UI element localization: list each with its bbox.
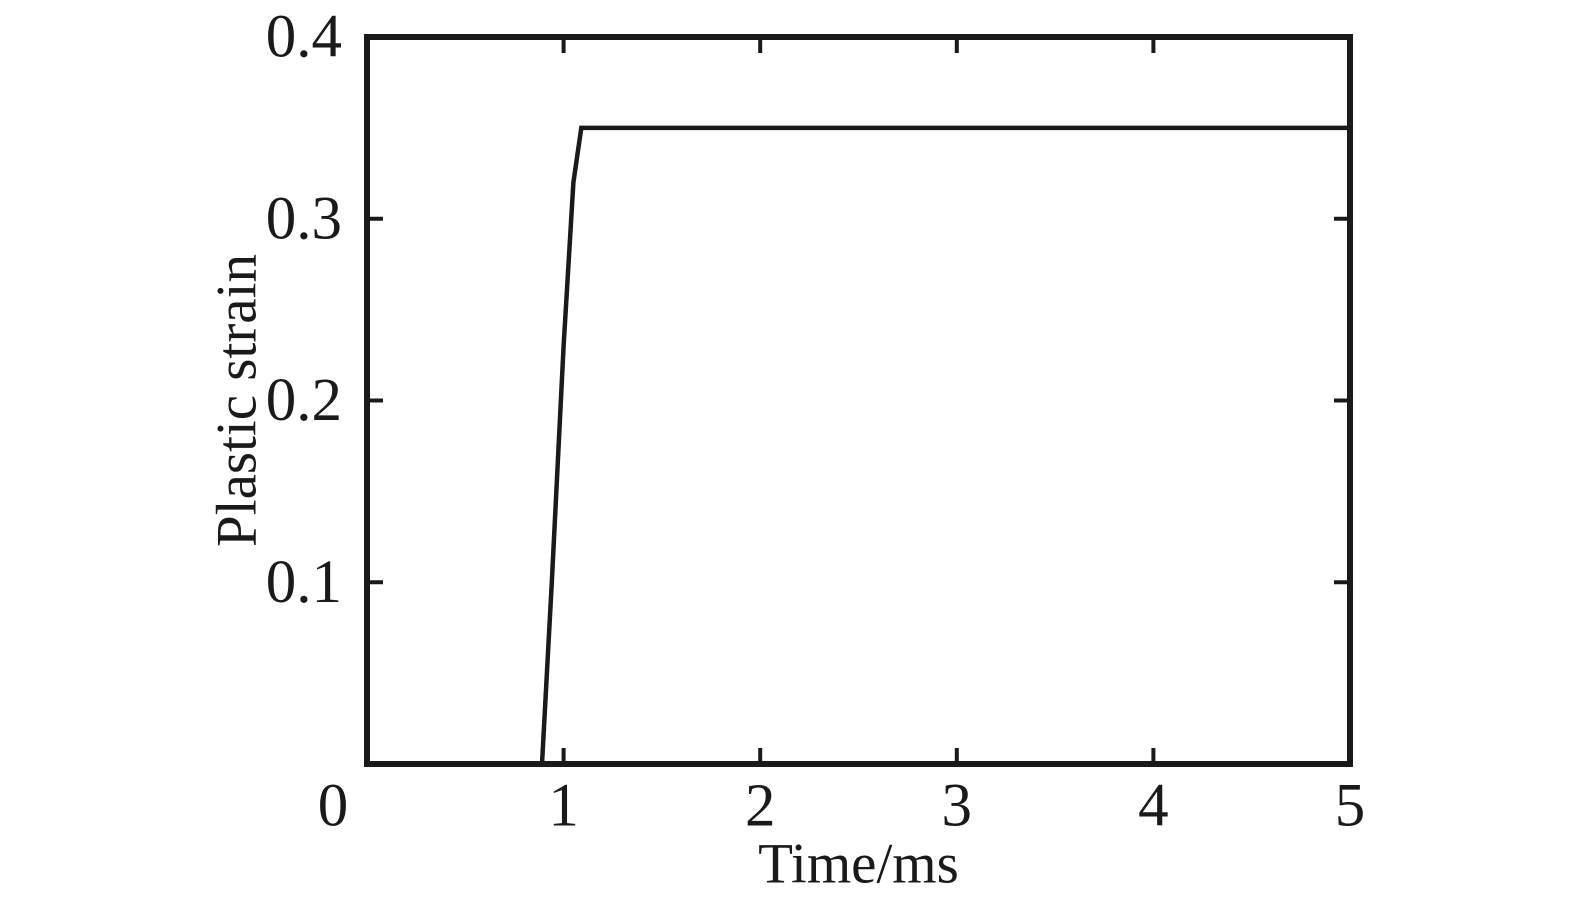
plastic-strain-line [367,125,1350,767]
y-tick-label: 0.3 [266,185,342,252]
y-tick-label: 0.1 [266,549,342,616]
x-tick-label: 2 [745,773,776,840]
x-tick-label: 3 [942,773,973,840]
axis-ticks [365,35,1352,764]
plot-box [364,34,1353,767]
x-tick-label: 4 [1138,773,1169,840]
y-tick-label: 0.4 [266,4,342,71]
data-series [367,125,1350,767]
x-tick-label: 1 [548,773,579,840]
y-axis-label: Plastic strain [206,254,269,547]
y-tick-label: 0.2 [266,367,342,434]
x-tick-label: 5 [1335,773,1366,840]
tick-labels: 0 1 2 3 4 5 0.1 0.2 0.3 0.4 [266,4,1366,840]
x-axis-label: Time/ms [758,833,959,896]
x-tick-label: 0 [318,773,349,840]
